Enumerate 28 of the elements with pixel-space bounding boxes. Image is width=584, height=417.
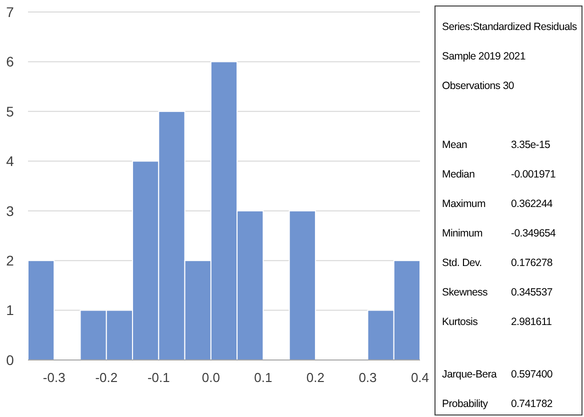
y-tick-label: 4 [6,153,14,170]
x-tick-label: 0.1 [254,370,272,385]
text: Mean 3.35e-15 [442,139,550,151]
text: Sample 2019 2021 [442,50,526,62]
y-tick-label: 3 [6,202,14,219]
x-tick-label: 0.4 [410,370,430,385]
x-tick-label: 0.0 [202,370,220,385]
text: Minimum -0.349654 [442,228,556,240]
y-tick-label: 7 [6,4,14,20]
x-tick-label: -0.2 [95,370,118,385]
text: Median -0.001971 [442,168,556,180]
text: Kurtosis 2.981611 [442,316,552,328]
text: Std. Dev. 0.176278 [442,257,552,269]
y-tick-label: 1 [6,302,14,318]
text: Maximum 0.362244 [442,198,552,210]
y-tick-label: 2 [6,252,14,268]
text: Series:Standardized Residuals [442,21,577,33]
text: Jarque-Bera 0.597400 [442,368,552,380]
text: Skewness 0.345537 [442,286,552,298]
x-tick-label: -0.3 [42,370,66,385]
text: Observations 30 [442,80,514,92]
y-tick-label: 0 [6,352,14,368]
x-tick-label: -0.1 [147,370,170,385]
x-tick-label: 0.2 [306,370,325,385]
y-tick-label: 5 [6,103,14,120]
text: Probability 0.741782 [442,398,552,410]
x-tick-label: 0.3 [358,370,377,385]
y-tick-label: 6 [6,54,14,70]
